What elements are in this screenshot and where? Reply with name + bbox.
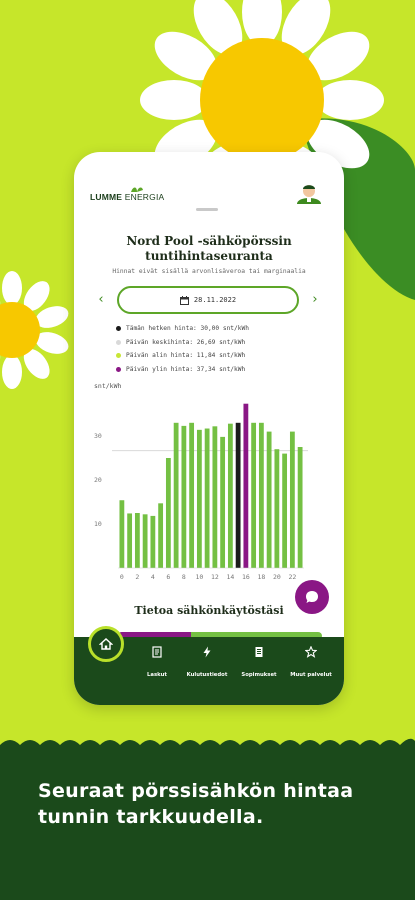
price-bar-hour-23[interactable] [297, 447, 303, 568]
nav-label: Laskut [147, 672, 167, 678]
price-bar-hour-7[interactable] [173, 422, 179, 568]
legend-label: Päivän alin hinta: 11,84 snt/kWh [126, 352, 246, 360]
bolt-icon [203, 646, 211, 658]
brand-logo[interactable]: LUMME ENERGIA [90, 192, 164, 202]
usage-section-title: Tietoa sähkönkäytöstäsi [134, 604, 284, 617]
x-tick-label: 8 [182, 573, 186, 581]
promo-caption: Seuraat pörssisähkön hintaa tunnin tarkk… [38, 778, 398, 830]
legend-label: Tämän hetken hinta: 30,00 snt/kWh [126, 325, 249, 333]
price-bar-hour-20[interactable] [274, 449, 280, 568]
date-selector: ‹ 28.11.2022 › [74, 286, 344, 316]
nav-item-invoices[interactable]: Laskut [130, 646, 184, 680]
page-title: Nord Pool -sähköpörssin tuntihintaseuran… [74, 234, 344, 264]
price-bar-hour-1[interactable] [127, 513, 133, 568]
price-bar-hour-13[interactable] [220, 436, 226, 568]
price-bar-hour-3[interactable] [142, 514, 148, 568]
price-bar-hour-12[interactable] [212, 426, 218, 568]
price-bar-hour-0[interactable] [119, 500, 125, 568]
price-bar-hour-4[interactable] [150, 515, 156, 568]
y-tick-label: 20 [94, 476, 102, 484]
calendar-icon [179, 295, 189, 305]
price-bar-hour-10[interactable] [196, 429, 202, 568]
price-bar-hour-18[interactable] [258, 422, 264, 568]
legend-lowest-price: Päivän alin hinta: 11,84 snt/kWh [116, 349, 316, 363]
x-tick-label: 2 [135, 573, 139, 581]
legend-dot [116, 339, 121, 345]
price-bar-hour-14[interactable] [227, 423, 233, 568]
legend-average-price: Päivän keskihinta: 26,69 snt/kWh [116, 336, 316, 350]
price-bar-hour-11[interactable] [204, 428, 210, 568]
price-bar-hour-19[interactable] [266, 431, 272, 568]
hourly-price-chart[interactable]: snt/kWh 10 20 30 0 2 4 6 8 10 12 14 16 18 20 22 [74, 378, 344, 588]
price-bar-hour-8[interactable] [181, 425, 187, 568]
legend-highest-price: Päivän ylin hinta: 37,34 snt/kWh [116, 363, 316, 377]
nav-label: Sopimukset [241, 672, 277, 678]
small-flower-decoration [0, 271, 69, 389]
price-bar-hour-15[interactable] [235, 422, 241, 568]
x-tick-label: 12 [211, 573, 219, 581]
legend-dot [116, 366, 121, 372]
invoice-icon [152, 646, 162, 658]
x-tick-label: 14 [226, 573, 234, 581]
page-title-line-1: Nord Pool -sähköpörssin [126, 234, 292, 248]
price-bar-hour-21[interactable] [282, 453, 288, 568]
y-tick-label: 10 [94, 520, 102, 528]
chat-button[interactable] [295, 580, 329, 614]
x-tick-label: 20 [273, 573, 281, 581]
caption-line-1: Seuraat pörssisähkön hintaa [38, 780, 354, 802]
x-tick-label: 0 [120, 573, 124, 581]
x-tick-label: 4 [151, 573, 155, 581]
bottom-band [0, 738, 415, 900]
user-avatar-icon[interactable] [295, 182, 323, 206]
date-picker-button[interactable]: 28.11.2022 [117, 286, 299, 314]
selected-date: 28.11.2022 [193, 296, 237, 304]
chat-bubble-icon [306, 591, 318, 603]
brand-suffix: ENERGIA [124, 192, 165, 202]
usage-progress-fill [118, 632, 192, 640]
star-icon [305, 646, 317, 658]
x-tick-label: 16 [242, 573, 250, 581]
x-tick-label: 6 [166, 573, 170, 581]
price-bar-hour-2[interactable] [134, 513, 140, 568]
x-tick-label: 10 [195, 573, 203, 581]
price-bar-hour-17[interactable] [251, 422, 257, 568]
nav-item-consumption[interactable]: Kulutustiedot [180, 646, 234, 680]
phone-screen: LUMME ENERGIA Nord Pool -sähköpörssin tu… [74, 152, 344, 705]
x-tick-label: 22 [288, 573, 296, 581]
contract-icon [255, 647, 263, 657]
legend-dot [116, 326, 121, 332]
nav-item-contracts[interactable]: Sopimukset [232, 646, 286, 680]
brand-name: LUMME [90, 192, 123, 202]
legend-label: Päivän ylin hinta: 37,34 snt/kWh [126, 365, 246, 373]
leaf-logo-icon [131, 187, 143, 192]
x-tick-label: 18 [257, 573, 265, 581]
caption-line-2: tunnin tarkkuudella. [38, 806, 264, 828]
nav-label: Muut palvelut [290, 672, 332, 678]
price-bar-hour-9[interactable] [189, 422, 195, 568]
price-bar-hour-5[interactable] [158, 503, 164, 568]
price-bar-hour-16[interactable] [243, 403, 249, 568]
legend-label: Päivän keskihinta: 26,69 snt/kWh [126, 338, 246, 346]
y-tick-label: 30 [94, 432, 102, 440]
app-header: LUMME ENERGIA [74, 152, 344, 211]
home-icon [99, 638, 113, 650]
price-legend: Tämän hetken hinta: 30,00 snt/kWh Päivän… [116, 322, 316, 376]
price-bar-hour-6[interactable] [165, 458, 171, 568]
y-axis-label: snt/kWh [94, 382, 121, 390]
price-bar-hour-22[interactable] [289, 431, 295, 568]
header-divider [196, 208, 218, 211]
page-title-line-2: tuntihintaseuranta [145, 249, 273, 263]
nav-label: Kulutustiedot [186, 672, 228, 678]
page-subtitle: Hinnat eivät sisällä arvonlisäveroa tai … [112, 268, 306, 275]
home-button[interactable] [88, 626, 124, 662]
usage-progress-bar [118, 632, 322, 640]
legend-current-price: Tämän hetken hinta: 30,00 snt/kWh [116, 322, 316, 336]
legend-dot [116, 353, 121, 359]
previous-day-chevron-icon[interactable]: ‹ [98, 292, 104, 307]
next-day-chevron-icon[interactable]: › [312, 292, 318, 307]
nav-item-other-services[interactable]: Muut palvelut [284, 646, 338, 680]
